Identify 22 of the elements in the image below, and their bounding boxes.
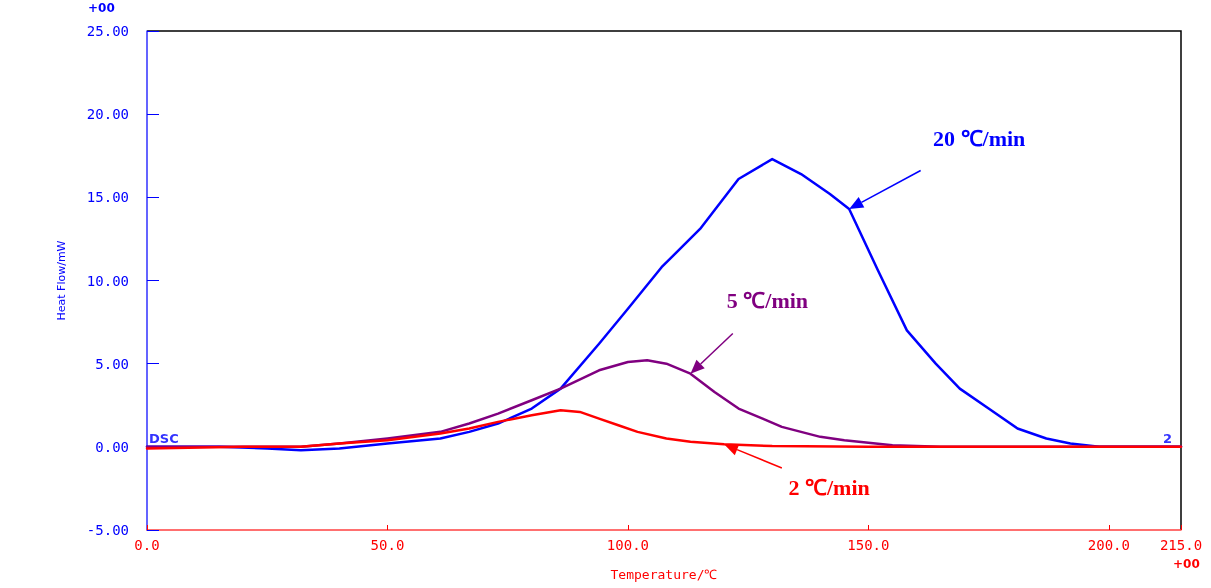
y-tick-label: 0.00 — [95, 438, 129, 455]
x-axis-title: Temperature/℃ — [610, 567, 718, 582]
y-tick-label: 15.00 — [86, 189, 129, 206]
y-tick-label: 25.00 — [86, 23, 129, 39]
x-tick-label: 200.0 — [1087, 537, 1130, 553]
x-tick-label: 0.0 — [134, 537, 160, 553]
y-tick-label: 10.00 — [86, 272, 129, 289]
x-tick-label: 150.0 — [847, 537, 890, 553]
text: +00 — [88, 1, 115, 15]
text: +00 — [1173, 557, 1200, 571]
x-tick-label: 100.0 — [606, 537, 650, 553]
annotation: DSC — [149, 431, 179, 446]
y-tick-label: 20.00 — [86, 106, 129, 123]
y-tick-label: -5.00 — [86, 522, 129, 538]
text: 5 ℃/min — [726, 288, 809, 314]
series-label: 2 ℃/min — [788, 474, 870, 500]
y-axis-title: Heat Flow/mW — [55, 240, 68, 321]
text: 20 ℃/min — [933, 126, 1026, 152]
annotation: 2 — [1163, 431, 1173, 446]
x-tick-label: 215.0 — [1159, 537, 1203, 553]
y-tick-label: 5.00 — [95, 355, 129, 372]
x-tick-label: 50.0 — [370, 537, 405, 553]
